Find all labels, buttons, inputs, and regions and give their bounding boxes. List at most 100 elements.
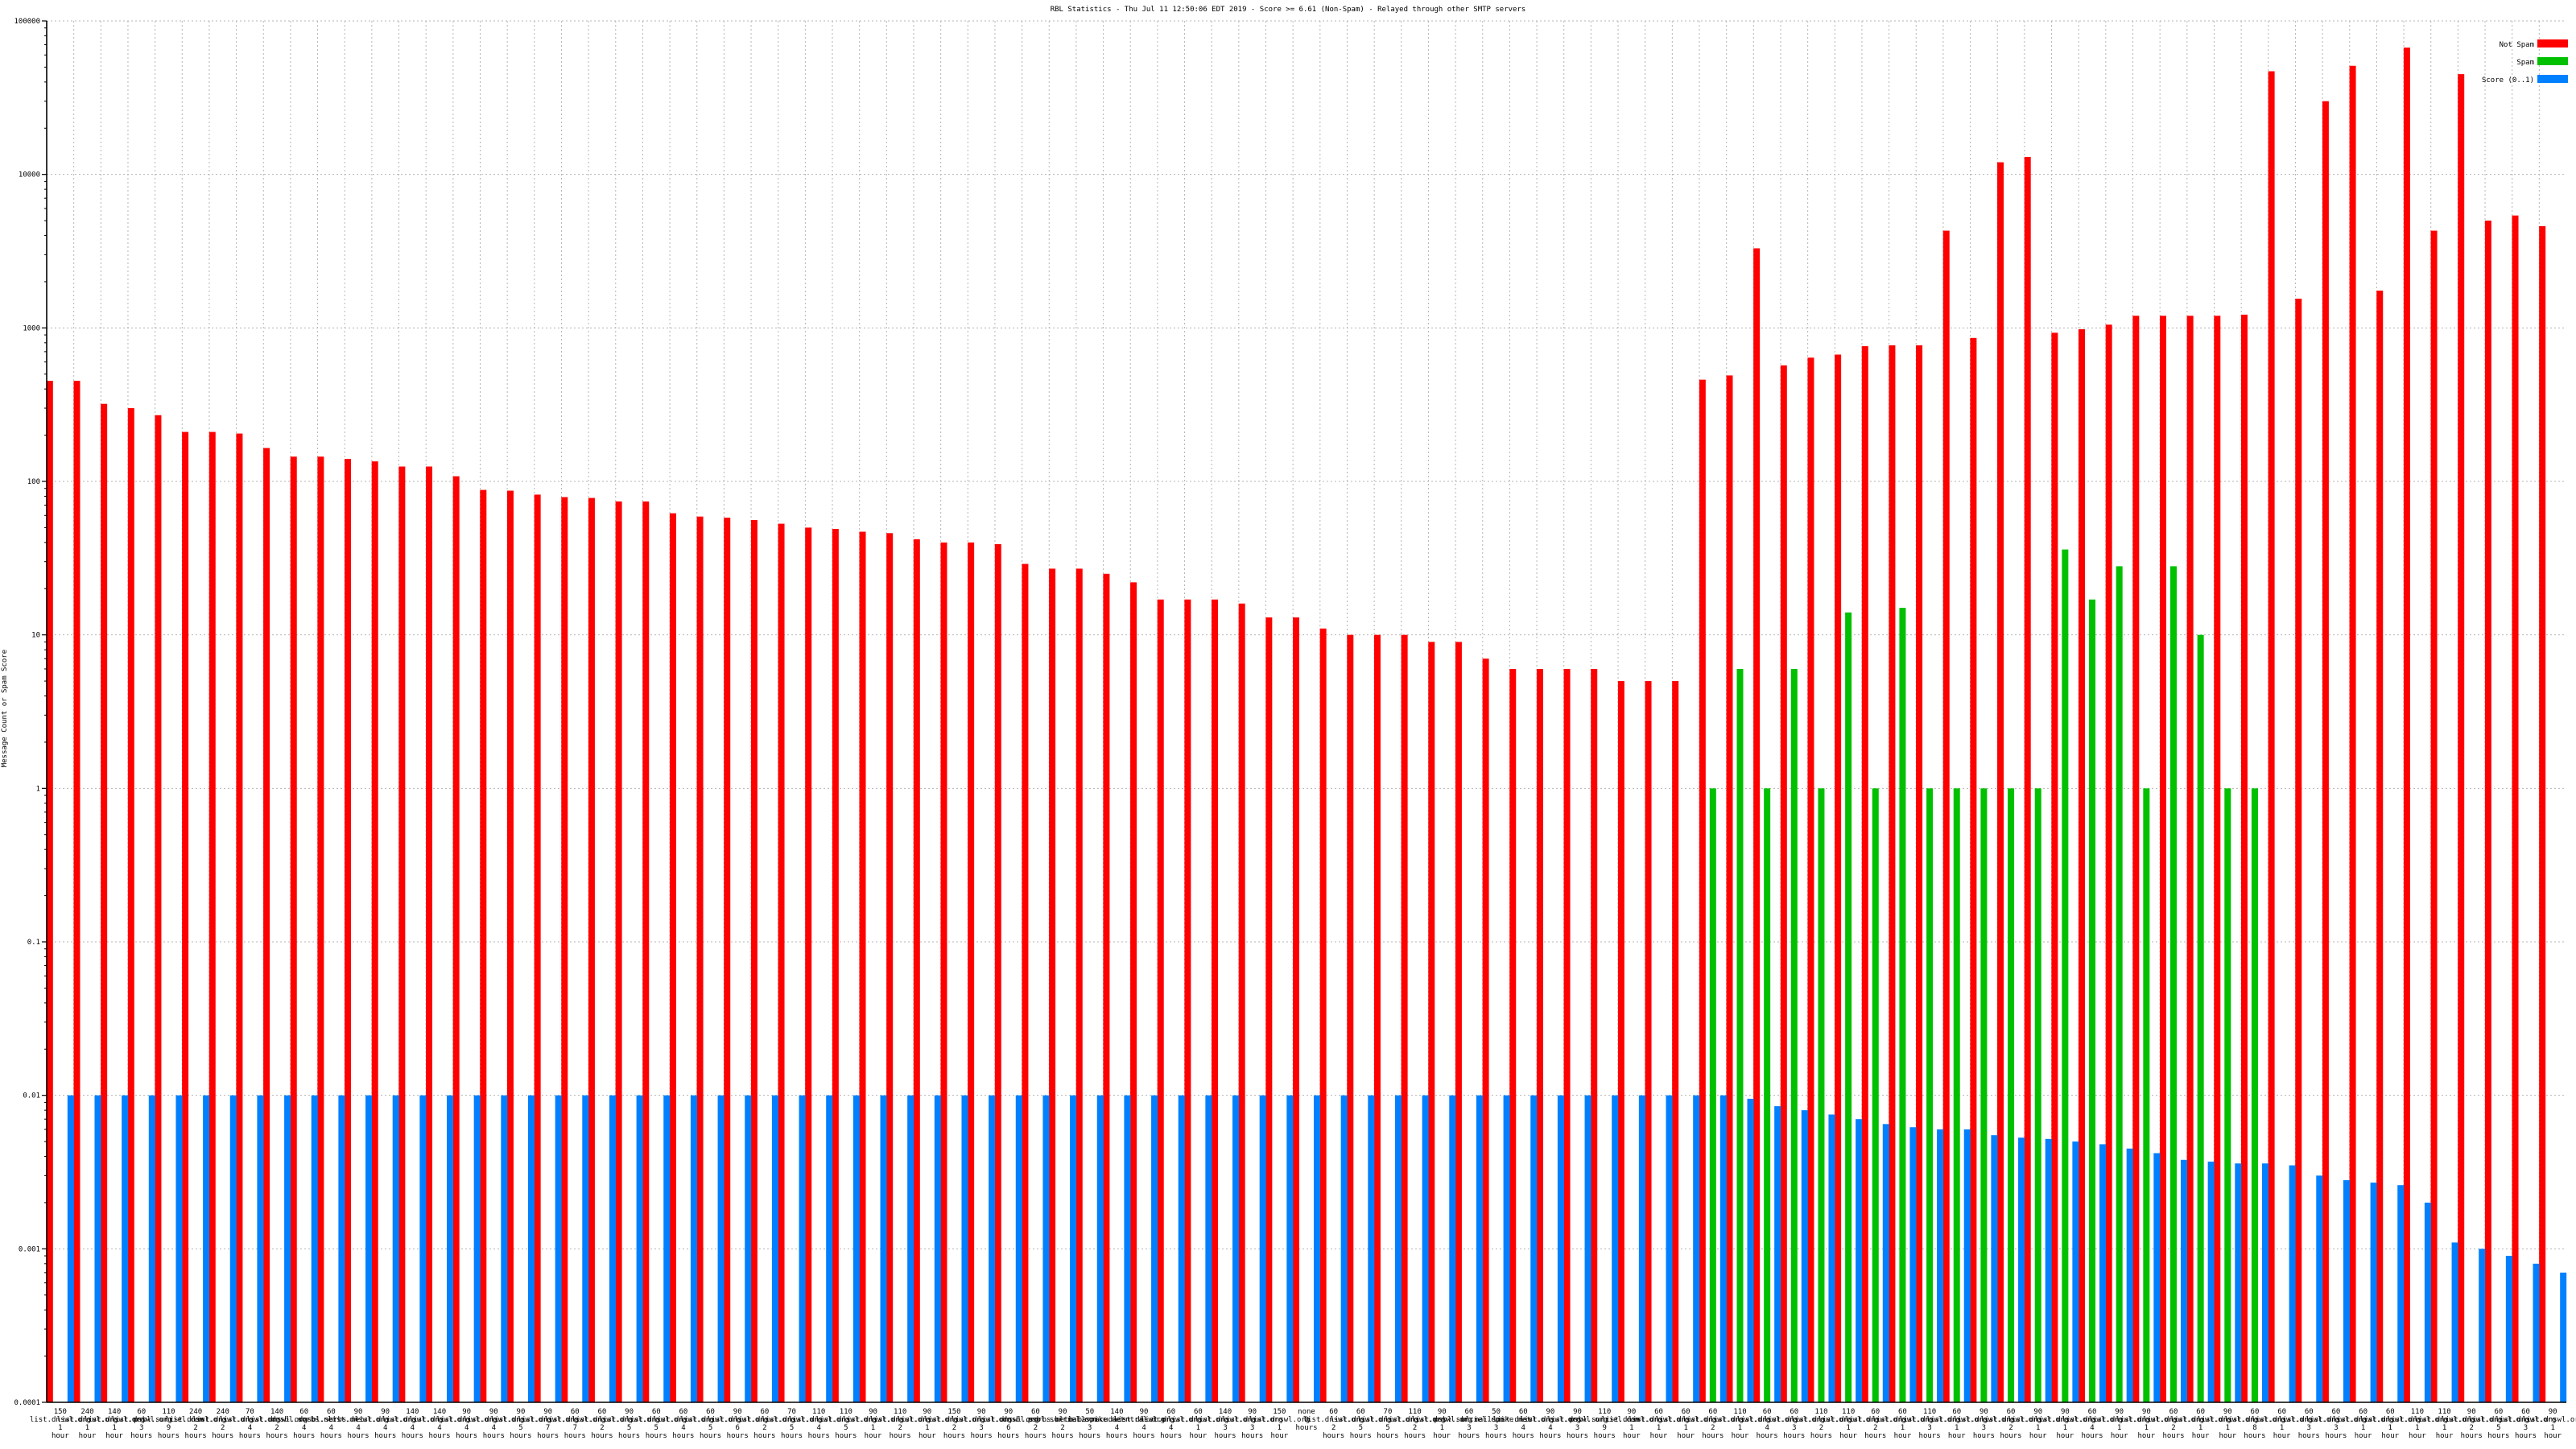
not-spam-bar (1401, 634, 1408, 1402)
score-bar (1259, 1095, 1266, 1402)
not-spam-bar (534, 494, 541, 1402)
not-spam-bar (1672, 681, 1679, 1402)
not-spam-bar (2512, 215, 2519, 1403)
score-bar (1856, 1119, 1863, 1402)
category-label: 90 list.dnswl.org 3 hours (951, 1408, 1012, 1440)
category-label: 110 psbl.surriel.com 9 hours (134, 1408, 204, 1440)
spam-bar (2251, 788, 2258, 1402)
category-label: 60 list.dnswl.org 4 hours (1141, 1408, 1202, 1440)
category-label: 60 list.dnswl.org 5 hours (2468, 1408, 2529, 1440)
not-spam-bar (1509, 668, 1517, 1402)
score-bar (1612, 1095, 1619, 1402)
category-label: 90 list.dnswl.org 5 hours (490, 1408, 551, 1440)
score-bar (2235, 1163, 2242, 1402)
score-bar (2343, 1180, 2350, 1402)
category-label: 60 list.dnswl.org 4 hours (2062, 1408, 2123, 1440)
score-bar (1314, 1095, 1320, 1402)
category-label: 90 psbl.surriel.com 2 hours (1028, 1408, 1098, 1440)
category-label: 240 list.dnswl.org 2 hours (165, 1408, 226, 1440)
score-bar (122, 1095, 129, 1402)
category-label: 60 list.dnswl.org 1 hour (1926, 1408, 1988, 1440)
category-label: 60 list.dnswl.org 2 hours (1980, 1408, 2041, 1440)
score-bar (2045, 1138, 2052, 1402)
category-label: 240 list.dnswl.org 2 hours (192, 1408, 254, 1440)
not-spam-bar (127, 408, 134, 1403)
not-spam-bar (2322, 101, 2329, 1402)
score-bar (1693, 1095, 1700, 1402)
score-bar (1368, 1095, 1375, 1402)
not-spam-bar (1184, 599, 1191, 1402)
not-spam-bar (1130, 582, 1137, 1402)
category-label: 110 list.dnswl.org 2 hours (1791, 1408, 1852, 1440)
score-bar (527, 1095, 535, 1402)
not-spam-bar (2349, 65, 2356, 1403)
not-spam-bar (2458, 74, 2465, 1402)
not-spam-bar (588, 497, 595, 1402)
spam-bar (2089, 599, 2096, 1402)
category-label: 90 list.dnswl.org 4 hours (463, 1408, 524, 1440)
score-bar (609, 1095, 616, 1402)
not-spam-bar (2105, 324, 2112, 1403)
category-label: 60 list.dnswl.org 1 hour (2359, 1408, 2421, 1440)
category-label: 70 list.dnswl.org 4 hours (219, 1408, 280, 1440)
not-spam-bar (506, 490, 514, 1402)
not-spam-bar (2159, 316, 2166, 1403)
score-bar (2533, 1263, 2540, 1402)
score-bar (690, 1095, 697, 1402)
spam-bar (1845, 612, 1852, 1402)
score-bar (284, 1095, 291, 1402)
score-bar (1286, 1095, 1294, 1402)
not-spam-bar (1157, 599, 1164, 1402)
score-bar (1666, 1095, 1673, 1402)
score-bar (2207, 1161, 2215, 1402)
score-bar (1991, 1135, 1998, 1402)
score-bar (2397, 1185, 2405, 1402)
not-spam-bar (724, 518, 731, 1402)
spam-bar (1980, 788, 1988, 1402)
score-bar (1340, 1095, 1348, 1402)
not-spam-bar (2214, 316, 2221, 1403)
y-tick-label: 0.001 (19, 1245, 40, 1253)
not-spam-bar (1645, 681, 1652, 1402)
score-bar (1774, 1106, 1781, 1402)
score-bar (1042, 1095, 1050, 1402)
not-spam-bar (371, 461, 378, 1403)
category-label: 140 list.dnswl.org 4 hours (409, 1408, 470, 1440)
score-bar (1205, 1095, 1212, 1402)
category-label: 60 list.dnswl.org 5 hours (625, 1408, 687, 1440)
category-label: 50 bl.mailspike.net 3 hours (1055, 1408, 1125, 1440)
not-spam-bar (994, 543, 1001, 1402)
legend: Not Spam Spam Score (0..1) (2482, 39, 2568, 85)
category-label: 60 list.dnswl.org 1 hour (1655, 1408, 1716, 1440)
not-spam-bar (642, 501, 650, 1403)
not-spam-bar (1835, 354, 1842, 1402)
not-spam-bar (290, 456, 297, 1403)
score-bar (1096, 1095, 1104, 1402)
category-label: 60 list.dnswl.org 7 hours (544, 1408, 605, 1440)
category-label: 90 list.dnswl.org 3 hours (1547, 1408, 1608, 1440)
not-spam-bar (832, 529, 839, 1402)
score-bar (203, 1095, 210, 1402)
score-bar (1557, 1095, 1564, 1402)
not-spam-bar (778, 523, 785, 1402)
not-spam-bar (940, 542, 947, 1402)
score-bar (745, 1095, 752, 1402)
score-bar (1232, 1095, 1240, 1402)
category-label: 60 list.dnswl.org 2 hours (1303, 1408, 1364, 1440)
not-spam-bar (182, 431, 189, 1403)
score-bar (447, 1095, 454, 1402)
score-bar (663, 1095, 671, 1402)
score-bar (1719, 1095, 1727, 1402)
not-spam-bar (46, 381, 53, 1403)
category-label: 60 list.dnswl.org 1 hour (2170, 1408, 2231, 1440)
not-spam-bar (859, 531, 866, 1402)
y-axis-label: Message Count or Spam Score (1, 650, 9, 767)
score-bar (2261, 1163, 2268, 1402)
category-label: 60 list.dnswl.org 1 hour (2252, 1408, 2313, 1440)
score-bar (2424, 1202, 2431, 1402)
